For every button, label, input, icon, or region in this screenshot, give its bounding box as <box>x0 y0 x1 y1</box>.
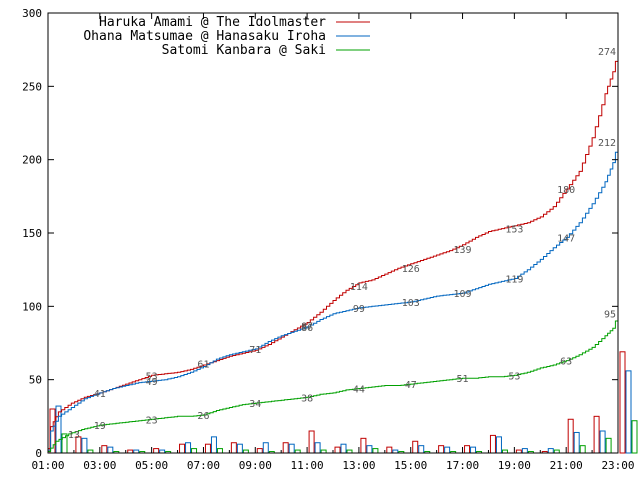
data-label: 26 <box>197 411 209 422</box>
x-tick-label: 09:00 <box>239 459 272 472</box>
data-label: 34 <box>249 399 261 410</box>
y-tick-label: 150 <box>22 227 42 240</box>
x-tick-label: 03:00 <box>83 459 116 472</box>
legend-label: Satomi Kanbara @ Saki <box>162 43 326 58</box>
data-label: 41 <box>94 389 106 400</box>
legend-label: Haruka Amami @ The Idolmaster <box>99 15 326 30</box>
data-label: 44 <box>353 384 365 395</box>
data-label: 109 <box>454 289 472 300</box>
hourly-bar-haruka <box>619 351 626 454</box>
legend-label: Ohana Matsumae @ Hanasaku Iroha <box>83 29 326 44</box>
data-label: 95 <box>604 310 616 321</box>
series-line-haruka <box>48 51 619 450</box>
y-tick-label: 50 <box>29 374 42 387</box>
hourly-bar-satomi <box>631 420 638 454</box>
y-tick-label: 100 <box>22 300 42 313</box>
data-label: 274 <box>598 47 616 58</box>
hourly-bar-ohana <box>625 370 632 454</box>
data-label: 51 <box>457 374 469 385</box>
data-label: 153 <box>505 225 523 236</box>
data-label: 212 <box>598 138 616 149</box>
cumulative-lines <box>48 51 619 452</box>
y-tick-label: 200 <box>22 154 42 167</box>
series-line-ohana <box>48 142 619 451</box>
data-label: 103 <box>402 298 420 309</box>
data-label: 49 <box>146 377 158 388</box>
data-label: 61 <box>197 360 209 371</box>
y-tick-label: 0 <box>35 447 42 460</box>
data-label: 119 <box>505 274 523 285</box>
data-label: 71 <box>249 345 261 356</box>
data-label: 86 <box>301 323 313 334</box>
x-tick-label: 15:00 <box>394 459 427 472</box>
data-label: 53 <box>146 371 158 382</box>
x-tick-label: 01:00 <box>31 459 64 472</box>
x-tick-label: 07:00 <box>187 459 220 472</box>
data-label: 38 <box>301 393 313 404</box>
data-label: 23 <box>146 415 158 426</box>
series-line-satomi <box>48 313 619 452</box>
data-label: 126 <box>402 264 420 275</box>
y-tick-label: 250 <box>22 80 42 93</box>
data-label: 114 <box>350 282 368 293</box>
data-labels: 53 61 87 114 126 139 153 180 274 41 49 71 86 99 103 109… <box>68 47 616 441</box>
data-label: 13 <box>68 430 80 441</box>
data-label: 87 <box>301 321 313 332</box>
data-label: 63 <box>560 357 572 368</box>
x-tick-label: 17:00 <box>446 459 479 472</box>
data-label: 47 <box>405 380 417 391</box>
x-tick-label: 21:00 <box>550 459 583 472</box>
data-label: 99 <box>353 304 365 315</box>
data-label: 19 <box>94 421 106 432</box>
x-tick-label: 23:00 <box>601 459 634 472</box>
data-label: 139 <box>454 245 472 256</box>
x-tick-label: 11:00 <box>291 459 324 472</box>
axes: 0 50 100 150 200 250 300 01:00 03:00 05:00 07:00 09… <box>22 7 634 472</box>
x-tick-label: 05:00 <box>135 459 168 472</box>
x-tick-label: 19:00 <box>498 459 531 472</box>
data-label: 147 <box>557 233 575 244</box>
data-label: 53 <box>508 371 520 382</box>
y-tick-label: 300 <box>22 7 42 20</box>
x-tick-label: 13:00 <box>342 459 375 472</box>
data-label: 180 <box>557 185 575 196</box>
